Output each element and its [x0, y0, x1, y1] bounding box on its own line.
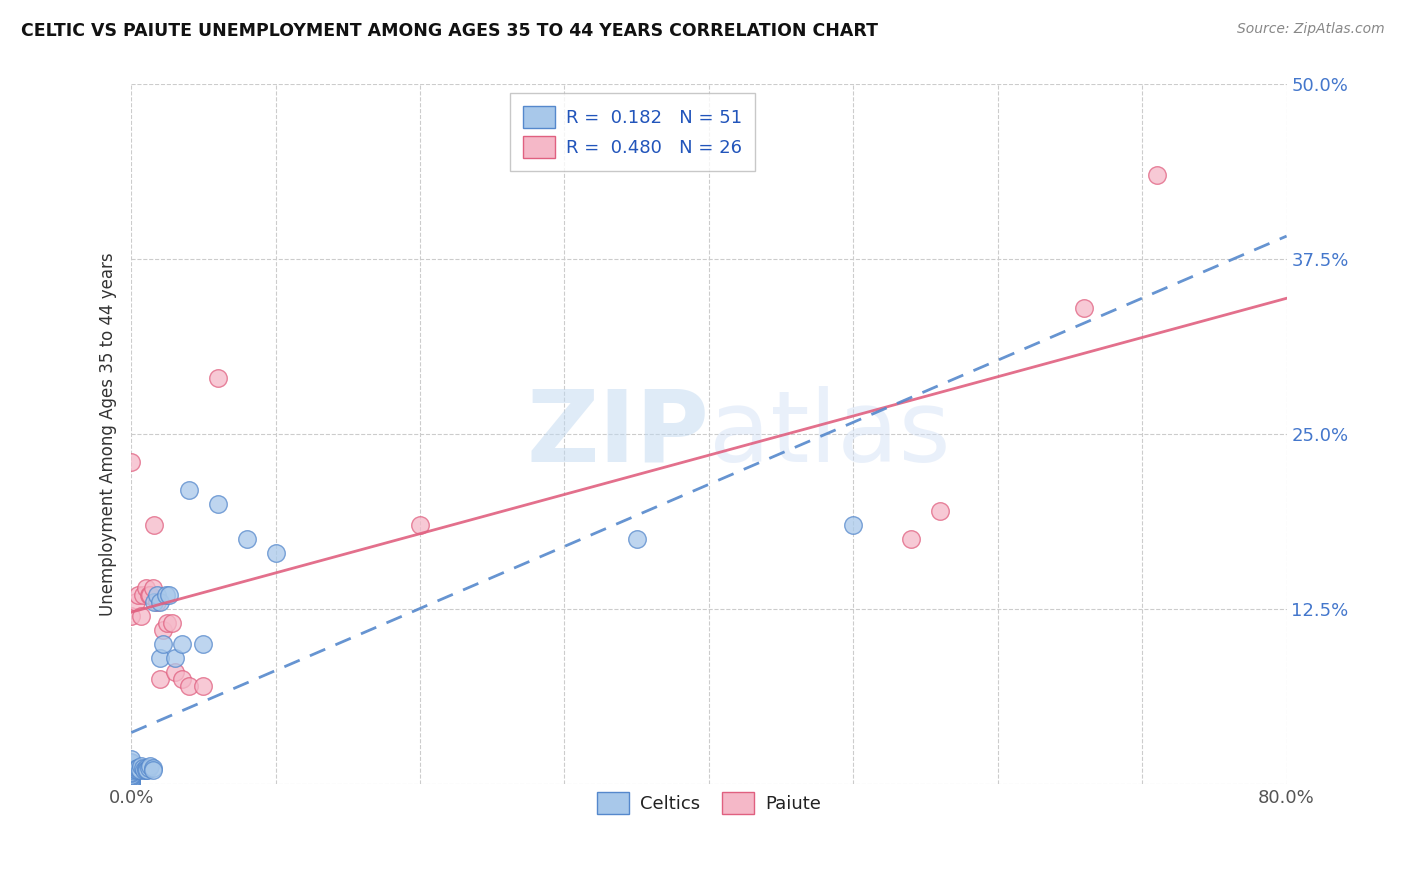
Point — [900, 533, 922, 547]
Point — [120, 777, 142, 791]
Point — [120, 777, 142, 791]
Point — [120, 752, 142, 766]
Point — [120, 774, 142, 789]
Point — [139, 589, 162, 603]
Point — [1146, 169, 1168, 183]
Point — [120, 757, 142, 772]
Point — [149, 673, 172, 687]
Point — [163, 651, 186, 665]
Point — [236, 533, 259, 547]
Point — [139, 759, 162, 773]
Point — [131, 759, 153, 773]
Point — [152, 637, 174, 651]
Point — [160, 616, 183, 631]
Point — [132, 589, 155, 603]
Point — [170, 637, 193, 651]
Point — [120, 761, 142, 775]
Point — [120, 772, 142, 786]
Y-axis label: Unemployment Among Ages 35 to 44 years: Unemployment Among Ages 35 to 44 years — [100, 252, 117, 616]
Point — [929, 504, 952, 518]
Point — [134, 764, 156, 778]
Point — [156, 616, 179, 631]
Point — [177, 680, 200, 694]
Point — [120, 777, 142, 791]
Text: CELTIC VS PAIUTE UNEMPLOYMENT AMONG AGES 35 TO 44 YEARS CORRELATION CHART: CELTIC VS PAIUTE UNEMPLOYMENT AMONG AGES… — [21, 22, 879, 40]
Point — [127, 764, 149, 778]
Point — [163, 665, 186, 680]
Point — [120, 756, 142, 771]
Point — [207, 498, 229, 512]
Point — [120, 777, 142, 791]
Point — [207, 371, 229, 385]
Point — [409, 518, 432, 533]
Point — [135, 761, 157, 775]
Point — [193, 637, 215, 651]
Point — [155, 589, 177, 603]
Point — [157, 589, 180, 603]
Point — [120, 759, 142, 773]
Point — [129, 764, 152, 778]
Point — [138, 761, 160, 775]
Point — [842, 518, 865, 533]
Point — [124, 595, 146, 609]
Legend: Celtics, Paiute: Celtics, Paiute — [586, 780, 832, 824]
Point — [131, 609, 153, 624]
Point — [120, 455, 142, 469]
Point — [146, 595, 169, 609]
Point — [264, 546, 287, 560]
Point — [626, 533, 648, 547]
Point — [152, 624, 174, 638]
Point — [120, 766, 142, 780]
Point — [120, 769, 142, 783]
Point — [138, 589, 160, 603]
Point — [143, 518, 166, 533]
Point — [135, 582, 157, 596]
Point — [120, 764, 142, 778]
Text: atlas: atlas — [709, 386, 950, 483]
Point — [120, 777, 142, 791]
Point — [125, 761, 148, 775]
Point — [127, 589, 149, 603]
Point — [120, 755, 142, 769]
Point — [146, 589, 169, 603]
Point — [120, 771, 142, 785]
Point — [135, 764, 157, 778]
Point — [149, 595, 172, 609]
Point — [120, 773, 142, 788]
Point — [120, 764, 142, 779]
Point — [120, 767, 142, 781]
Point — [142, 761, 165, 775]
Point — [142, 764, 165, 778]
Point — [143, 595, 166, 609]
Point — [127, 761, 149, 775]
Text: ZIP: ZIP — [526, 386, 709, 483]
Point — [177, 483, 200, 498]
Point — [132, 761, 155, 775]
Point — [193, 680, 215, 694]
Point — [124, 764, 146, 778]
Point — [136, 764, 159, 778]
Text: Source: ZipAtlas.com: Source: ZipAtlas.com — [1237, 22, 1385, 37]
Point — [142, 582, 165, 596]
Point — [1073, 301, 1095, 316]
Point — [170, 673, 193, 687]
Point — [149, 651, 172, 665]
Point — [120, 609, 142, 624]
